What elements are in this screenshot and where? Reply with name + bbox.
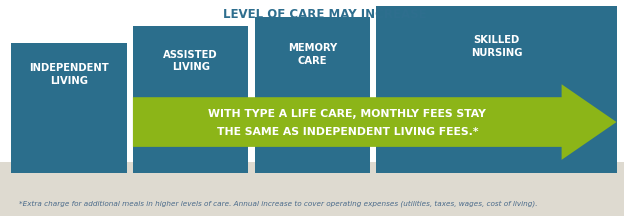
FancyBboxPatch shape [255, 17, 370, 173]
FancyBboxPatch shape [133, 26, 248, 173]
Text: SKILLED
NURSING: SKILLED NURSING [470, 35, 522, 58]
Text: WITH TYPE A LIFE CARE, MONTHLY FEES STAY: WITH TYPE A LIFE CARE, MONTHLY FEES STAY [208, 110, 486, 119]
Text: MEMORY
CARE: MEMORY CARE [288, 43, 337, 66]
Polygon shape [133, 84, 617, 160]
Text: THE SAME AS INDEPENDENT LIVING FEES.*: THE SAME AS INDEPENDENT LIVING FEES.* [217, 127, 478, 137]
Text: INDEPENDENT
LIVING: INDEPENDENT LIVING [29, 63, 109, 86]
Text: ASSISTED
LIVING: ASSISTED LIVING [163, 50, 218, 72]
Text: *Extra charge for additional meals in higher levels of care. Annual increase to : *Extra charge for additional meals in hi… [19, 201, 537, 207]
FancyBboxPatch shape [11, 43, 127, 173]
Text: LEVEL OF CARE MAY INCREASE: LEVEL OF CARE MAY INCREASE [223, 8, 426, 21]
FancyBboxPatch shape [376, 6, 617, 173]
FancyBboxPatch shape [0, 162, 624, 216]
